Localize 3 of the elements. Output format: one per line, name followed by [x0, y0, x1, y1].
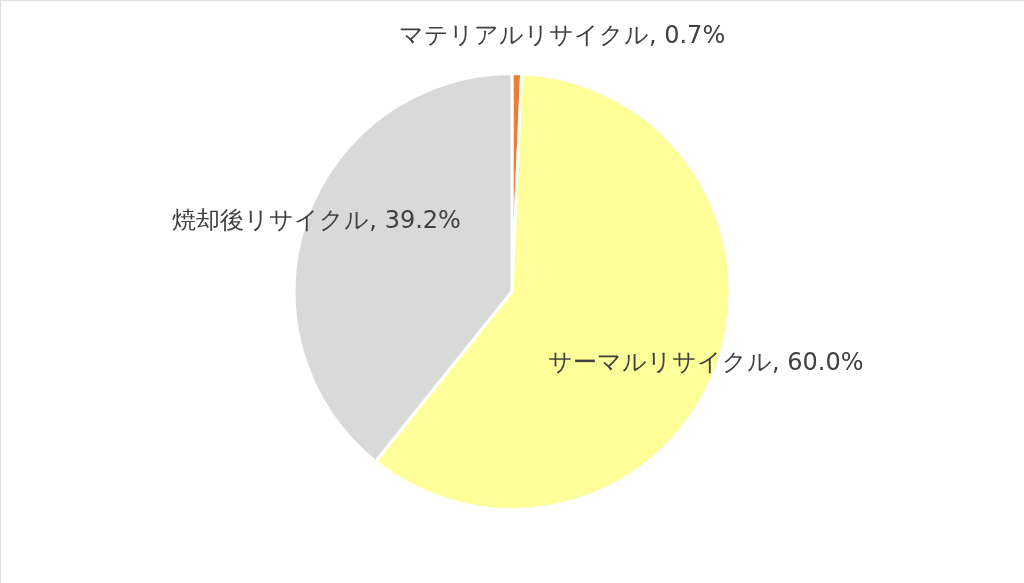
slice-label: マテリアルリサイクル, 0.7% — [398, 21, 726, 50]
slice-label: サーマルリサイクル, 60.0% — [548, 347, 864, 376]
slice-label: 焼却後リサイクル, 39.2% — [172, 206, 461, 235]
